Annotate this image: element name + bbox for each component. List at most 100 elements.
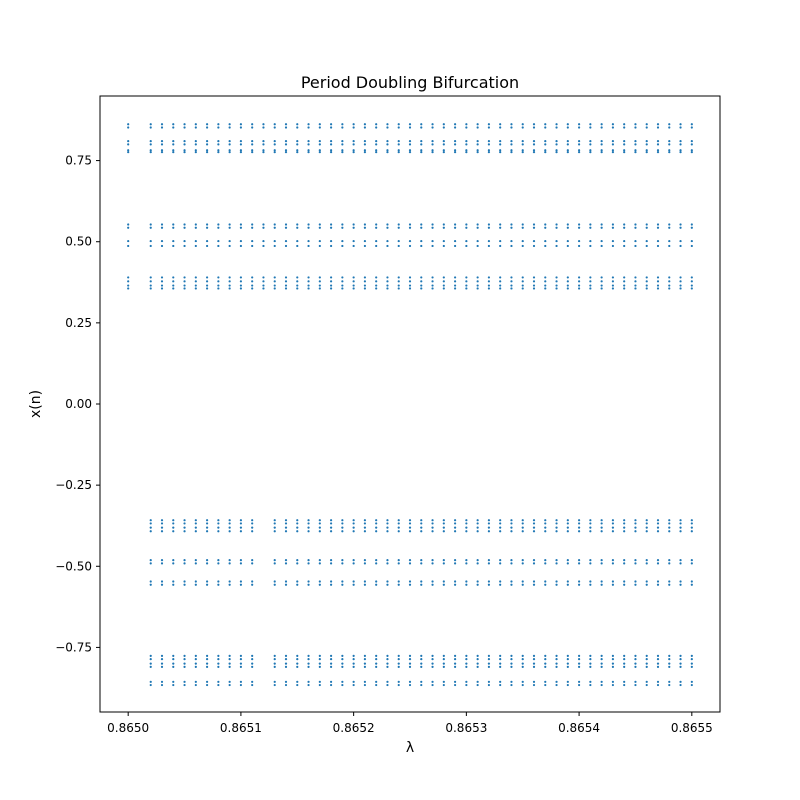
data-point [645, 583, 648, 586]
data-point [600, 559, 603, 562]
data-point [532, 284, 536, 287]
data-point [611, 654, 615, 657]
data-point [149, 280, 152, 283]
data-point [205, 530, 209, 533]
data-point [363, 126, 367, 129]
data-point [205, 662, 209, 665]
data-point [228, 654, 231, 657]
data-point [690, 559, 693, 562]
data-point [645, 519, 648, 522]
data-point [442, 143, 445, 146]
data-point [521, 276, 524, 279]
data-point [611, 151, 615, 154]
data-point [420, 526, 423, 529]
data-point [375, 522, 378, 525]
data-point [228, 126, 231, 129]
data-point [296, 665, 299, 668]
data-point [251, 284, 254, 287]
data-point [487, 140, 491, 143]
data-point [679, 149, 682, 152]
data-point [228, 284, 231, 287]
data-point [194, 583, 197, 586]
data-point [341, 526, 344, 529]
data-point [679, 244, 682, 248]
data-point [228, 239, 231, 243]
data-point [205, 680, 209, 683]
data-point [589, 654, 592, 657]
data-point [217, 149, 220, 152]
data-point [487, 680, 491, 683]
data-point [577, 580, 581, 583]
data-point [262, 239, 265, 243]
data-point [149, 223, 152, 226]
data-point [160, 239, 164, 243]
data-point [668, 149, 671, 152]
data-point [239, 665, 243, 668]
data-point [623, 583, 626, 586]
data-point [239, 657, 243, 661]
data-point [205, 140, 209, 143]
data-point [465, 562, 468, 565]
data-point [296, 657, 299, 661]
data-point [329, 583, 333, 586]
data-point [296, 526, 299, 529]
data-point [386, 226, 389, 229]
data-point [194, 287, 197, 290]
data-point [566, 662, 569, 665]
data-point [217, 151, 220, 154]
data-point [465, 149, 468, 152]
data-point [149, 226, 152, 229]
data-point [217, 559, 220, 562]
data-point [307, 151, 310, 154]
data-point [307, 580, 310, 583]
data-point [656, 665, 660, 668]
data-point [566, 583, 569, 586]
data-point [544, 526, 547, 529]
data-point [386, 151, 389, 154]
data-point [329, 284, 333, 287]
data-point [296, 680, 299, 683]
data-point [600, 654, 603, 657]
data-point [465, 519, 468, 522]
data-point [296, 562, 299, 565]
x-tick-label: 0.8652 [333, 721, 375, 735]
data-point [341, 244, 344, 248]
data-point [318, 519, 321, 522]
data-point [341, 287, 344, 290]
data-point [690, 580, 693, 583]
data-point [679, 519, 682, 522]
data-point [623, 226, 626, 229]
data-point [668, 143, 671, 146]
data-point [149, 662, 152, 665]
data-point [228, 287, 231, 290]
data-point [172, 280, 175, 283]
data-point [645, 151, 648, 154]
data-point [611, 223, 615, 226]
data-point [690, 519, 693, 522]
data-point [363, 580, 367, 583]
data-point [329, 683, 333, 687]
data-point [589, 226, 592, 229]
data-point [420, 126, 423, 129]
data-point [532, 665, 536, 668]
data-point [341, 562, 344, 565]
data-point [420, 583, 423, 586]
data-point [634, 140, 637, 143]
data-point [307, 276, 310, 279]
data-point [611, 126, 615, 129]
data-point [510, 276, 513, 279]
data-point [172, 583, 175, 586]
data-point [544, 559, 547, 562]
data-point [149, 522, 152, 525]
data-point [645, 226, 648, 229]
data-point [183, 580, 186, 583]
data-point [352, 223, 355, 226]
data-point [386, 126, 389, 129]
data-point [239, 522, 243, 525]
data-point [262, 149, 265, 152]
data-point [442, 662, 445, 665]
data-point [420, 665, 423, 668]
data-point [397, 657, 400, 661]
data-point [329, 530, 333, 533]
data-point [408, 580, 412, 583]
